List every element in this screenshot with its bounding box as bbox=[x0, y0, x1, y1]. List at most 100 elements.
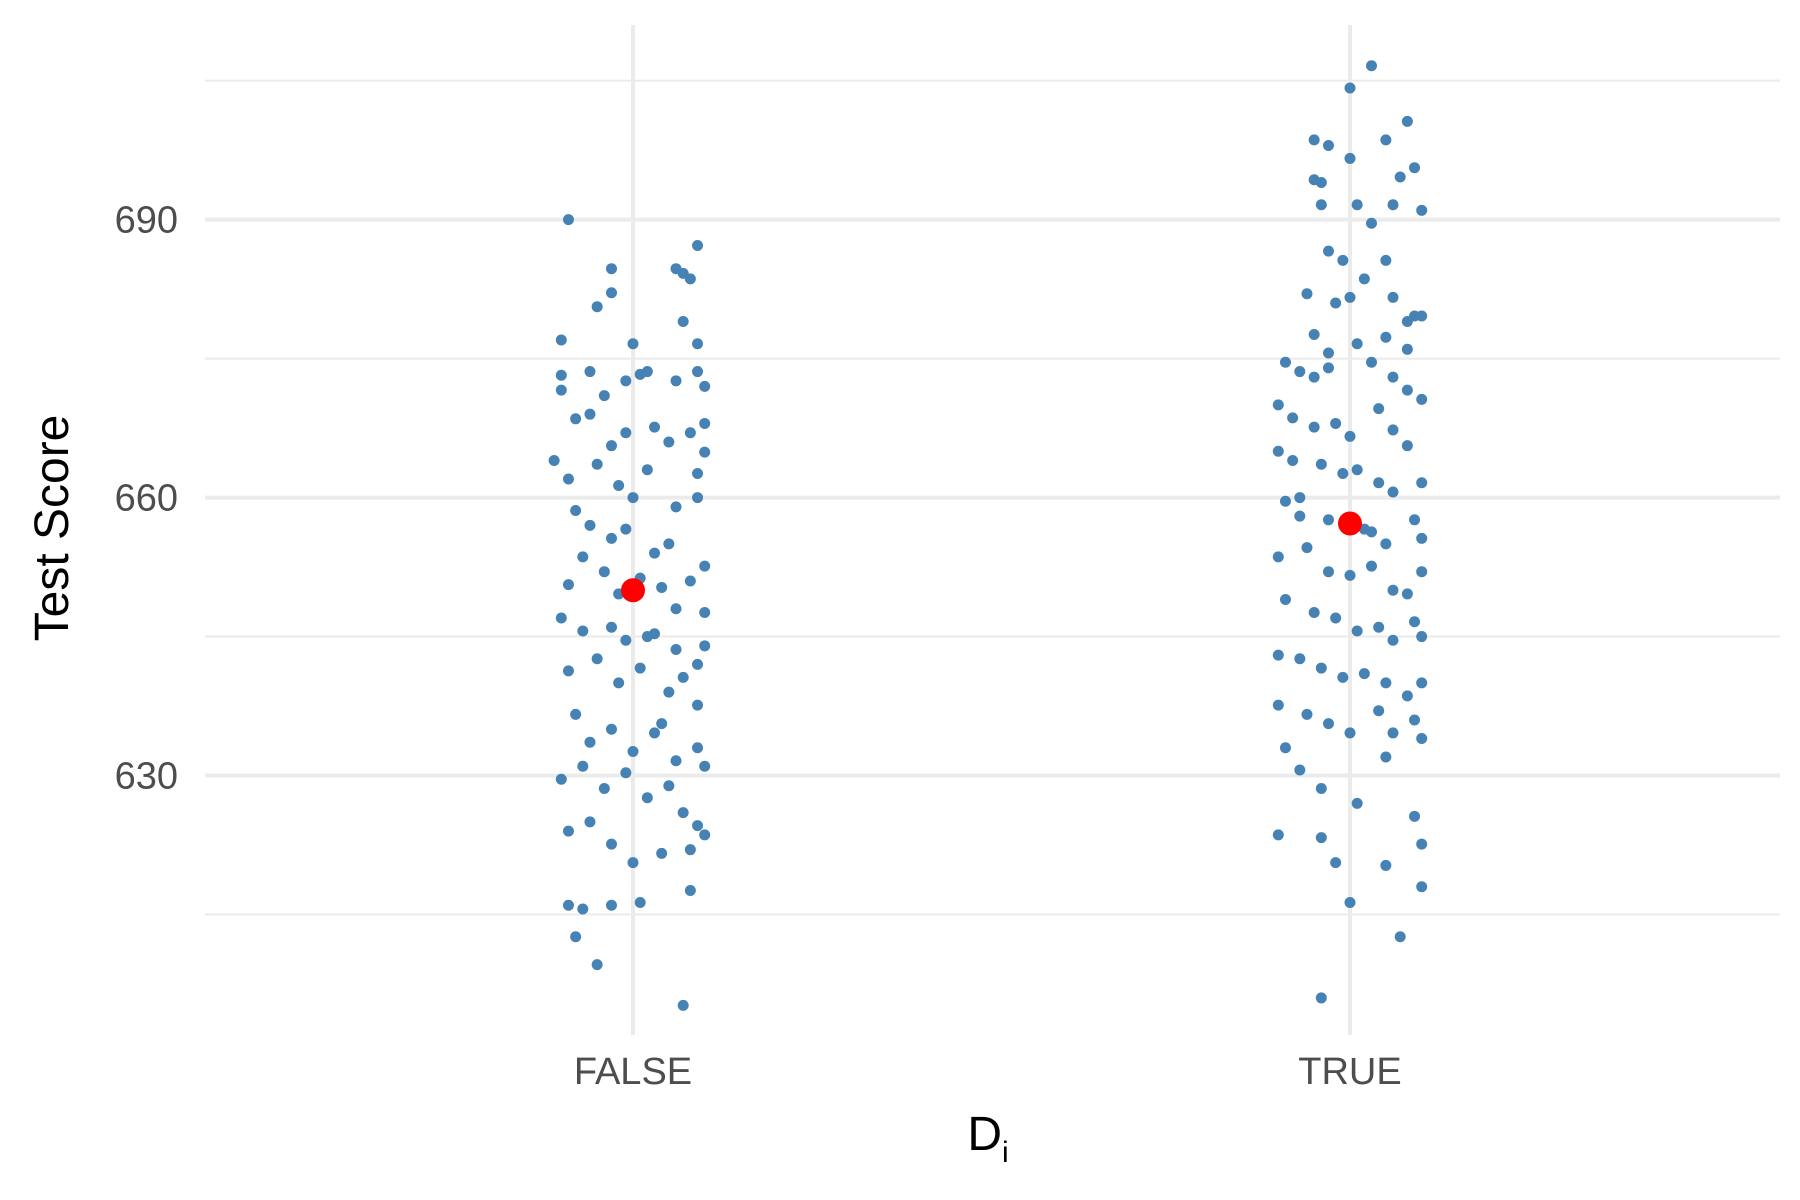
y-tick-label: 630 bbox=[115, 756, 178, 798]
data-point bbox=[1337, 254, 1349, 266]
data-point bbox=[692, 240, 704, 252]
data-point bbox=[620, 375, 632, 387]
data-point bbox=[1409, 616, 1421, 628]
data-point bbox=[1272, 829, 1284, 841]
data-point bbox=[692, 658, 704, 670]
data-point bbox=[1409, 514, 1421, 526]
data-point bbox=[627, 745, 639, 757]
y-axis-title: Test Score bbox=[26, 415, 79, 642]
data-point bbox=[699, 829, 711, 841]
data-point bbox=[1373, 705, 1385, 717]
data-points bbox=[548, 60, 1428, 1011]
data-point bbox=[1301, 542, 1313, 554]
data-point bbox=[1308, 328, 1320, 340]
data-point bbox=[1294, 653, 1306, 665]
data-point bbox=[1322, 245, 1334, 257]
data-point bbox=[1330, 417, 1342, 429]
data-point bbox=[1272, 551, 1284, 563]
data-point bbox=[1373, 403, 1385, 415]
data-point bbox=[677, 999, 689, 1011]
data-point bbox=[649, 727, 661, 739]
data-point bbox=[1308, 134, 1320, 146]
data-point bbox=[1366, 60, 1378, 72]
data-point bbox=[699, 380, 711, 392]
mean-point-true bbox=[1338, 511, 1362, 536]
data-point bbox=[1416, 631, 1428, 643]
data-point bbox=[649, 547, 661, 559]
data-point bbox=[1416, 204, 1428, 216]
data-point bbox=[1416, 566, 1428, 578]
data-point bbox=[577, 551, 589, 563]
data-point bbox=[677, 316, 689, 328]
x-axis-title-main: D bbox=[967, 1108, 1002, 1161]
group-means bbox=[621, 511, 1362, 603]
data-point bbox=[1366, 356, 1378, 368]
data-point bbox=[1401, 115, 1413, 127]
data-point bbox=[1416, 477, 1428, 489]
data-point bbox=[1358, 668, 1370, 680]
data-point bbox=[699, 640, 711, 652]
data-point bbox=[605, 440, 617, 452]
data-point bbox=[1294, 510, 1306, 522]
data-point bbox=[627, 338, 639, 350]
data-point bbox=[584, 816, 596, 828]
data-point bbox=[1330, 297, 1342, 309]
data-point bbox=[562, 473, 574, 485]
data-point bbox=[577, 903, 589, 915]
data-point bbox=[1416, 310, 1428, 322]
data-point bbox=[555, 773, 567, 785]
data-point bbox=[1344, 569, 1356, 581]
data-point bbox=[641, 464, 653, 476]
data-point bbox=[677, 671, 689, 683]
data-point bbox=[1380, 677, 1392, 689]
data-point bbox=[1308, 421, 1320, 433]
data-point bbox=[1322, 566, 1334, 578]
data-point bbox=[584, 408, 596, 420]
data-point bbox=[1409, 810, 1421, 822]
data-point bbox=[1401, 384, 1413, 396]
data-point bbox=[634, 368, 646, 380]
data-point bbox=[684, 427, 696, 439]
data-point bbox=[627, 492, 639, 504]
data-point bbox=[1315, 992, 1327, 1004]
data-point bbox=[605, 287, 617, 299]
data-point bbox=[1315, 177, 1327, 189]
data-point bbox=[613, 677, 625, 689]
y-axis-tick-labels: 630 660 690 bbox=[115, 200, 178, 798]
data-point bbox=[598, 566, 610, 578]
data-point bbox=[1380, 751, 1392, 763]
data-point bbox=[1315, 662, 1327, 674]
data-point bbox=[1301, 288, 1313, 300]
data-point bbox=[570, 505, 582, 517]
data-point bbox=[1287, 455, 1299, 467]
data-point bbox=[562, 214, 574, 226]
data-point bbox=[1315, 832, 1327, 844]
data-point bbox=[1401, 316, 1413, 328]
data-point bbox=[620, 427, 632, 439]
data-point bbox=[1351, 797, 1363, 809]
data-point bbox=[605, 723, 617, 735]
data-point bbox=[1322, 347, 1334, 359]
data-point bbox=[1394, 171, 1406, 183]
data-point bbox=[670, 755, 682, 767]
data-point bbox=[1322, 514, 1334, 526]
data-point bbox=[1279, 593, 1291, 605]
data-point bbox=[598, 783, 610, 795]
data-point bbox=[1380, 331, 1392, 343]
x-axis-tick-labels: FALSE TRUE bbox=[574, 1051, 1402, 1093]
data-point bbox=[598, 390, 610, 402]
data-point bbox=[684, 844, 696, 856]
data-point bbox=[1401, 440, 1413, 452]
data-point bbox=[1416, 532, 1428, 544]
data-point bbox=[656, 847, 668, 859]
data-point bbox=[1315, 458, 1327, 470]
data-point bbox=[692, 742, 704, 754]
data-point bbox=[1380, 134, 1392, 146]
data-point bbox=[1294, 366, 1306, 378]
data-point bbox=[1387, 199, 1399, 211]
y-tick-label: 690 bbox=[115, 200, 178, 242]
data-point bbox=[699, 446, 711, 458]
data-point bbox=[1380, 538, 1392, 550]
minor-gridlines bbox=[205, 79, 1780, 916]
data-point bbox=[562, 579, 574, 591]
